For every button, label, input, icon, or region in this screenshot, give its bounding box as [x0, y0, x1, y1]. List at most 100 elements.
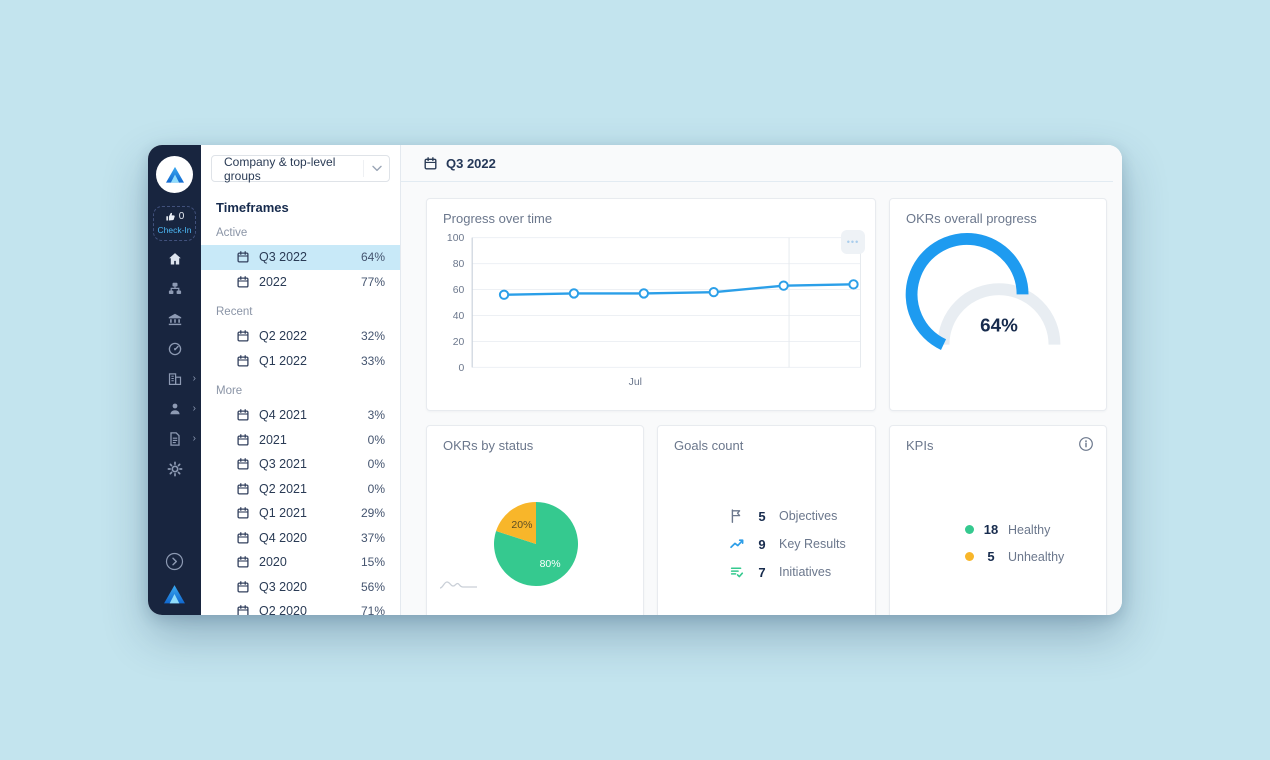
nav-item-documents[interactable]: › [148, 431, 201, 447]
check-in-label: Check-In [157, 225, 192, 235]
svg-text:0: 0 [458, 363, 464, 374]
check-in-button[interactable]: 0 Check-In [153, 206, 196, 241]
chevron-right-icon: › [192, 403, 196, 414]
goals-count-rows: 5 Objectives 9 Key Results [729, 508, 846, 580]
timeframes-title: Timeframes [216, 200, 289, 215]
initiatives-label: Initiatives [779, 565, 832, 579]
svg-text:64%: 64% [980, 315, 1018, 336]
timeframe-item-q3-2020[interactable]: Q3 2020 56% [201, 575, 400, 600]
timeframe-progress: 0% [367, 432, 385, 447]
scope-selector-dropdown[interactable]: Company & top-level groups [211, 155, 390, 183]
card-title: KPIs [906, 438, 934, 453]
timeframe-item-q1-2021[interactable]: Q1 2021 29% [201, 501, 400, 526]
calendar-icon [237, 556, 249, 568]
svg-text:80: 80 [453, 259, 465, 270]
objectives-count: 5 [758, 508, 766, 524]
nav-bottom [163, 552, 186, 605]
calendar-icon [237, 580, 249, 593]
timeframe-progress: 15% [360, 555, 385, 570]
timeframe-label: Q1 2021 [259, 506, 307, 521]
svg-text:80%: 80% [540, 558, 561, 570]
initiative-list-icon [730, 567, 744, 578]
timeframe-label: Q2 2020 [259, 604, 307, 615]
nav-item-users[interactable]: › [148, 401, 201, 417]
kpi-row-healthy: 18 Healthy [965, 522, 1064, 537]
app-logo-icon [164, 585, 185, 604]
info-icon [1079, 437, 1093, 451]
card-title: OKRs overall progress [906, 211, 1037, 226]
card-title: Progress over time [443, 211, 553, 226]
timeframe-label: 2021 [259, 432, 287, 447]
calendar-icon [237, 251, 249, 263]
chart-menu-button[interactable]: ••• [841, 230, 865, 254]
timeframe-item-q1-2022[interactable]: Q1 2022 33% [201, 349, 400, 374]
timeframe-progress: 77% [360, 274, 385, 289]
healthy-count: 18 [983, 522, 999, 537]
svg-text:20: 20 [453, 337, 465, 348]
svg-text:40: 40 [453, 311, 465, 322]
timeframe-item-2021[interactable]: 2021 0% [201, 428, 400, 453]
timeframe-progress: 33% [360, 353, 385, 368]
card-okrs-overall-progress: OKRs overall progress 64% [889, 198, 1107, 411]
calendar-icon [237, 531, 249, 544]
chevron-right-circle-icon [165, 552, 184, 571]
nav-item-dashboard[interactable] [148, 341, 201, 357]
company-icon [168, 373, 181, 386]
timeframe-label: Q3 2020 [259, 579, 307, 594]
timeframe-item-2020[interactable]: 2020 15% [201, 550, 400, 575]
dashboard-grid: Progress over time 0 20 40 60 80 100 Jul ••• O… [401, 182, 1122, 615]
timeframe-label: Q1 2022 [259, 353, 307, 368]
nav-item-home[interactable] [148, 251, 201, 267]
flag-icon [731, 509, 741, 523]
key-results-label: Key Results [779, 537, 846, 551]
app-logo [156, 156, 193, 193]
nav-rail: 0 Check-In [148, 145, 201, 615]
calendar-icon [237, 275, 249, 288]
timeframe-progress: 0% [367, 457, 385, 472]
timeframe-label: Q4 2021 [259, 408, 307, 423]
main-header: Q3 2022 [401, 145, 1113, 182]
timeframe-section-label: More [216, 385, 243, 397]
timeframe-section-label: Recent [216, 306, 253, 318]
timeframe-item-q3-2022[interactable]: Q3 2022 64% [201, 245, 400, 270]
nav-item-org-chart[interactable] [148, 281, 201, 297]
unhealthy-label: Unhealthy [1008, 549, 1065, 564]
document-icon [169, 432, 180, 446]
timeframe-item-q2-2022[interactable]: Q2 2022 32% [201, 324, 400, 349]
calendar-icon [237, 330, 249, 342]
nav-item-settings[interactable] [148, 461, 201, 477]
home-icon [168, 253, 181, 265]
svg-text:Jul: Jul [629, 377, 642, 388]
goals-row-initiatives: 7 Initiatives [729, 564, 846, 580]
timeframe-item-q2-2021[interactable]: Q2 2021 0% [201, 477, 400, 502]
goals-row-key-results: 9 Key Results [729, 536, 846, 552]
goals-row-objectives: 5 Objectives [729, 508, 846, 524]
timeframe-item-q3-2021[interactable]: Q3 2021 0% [201, 452, 400, 477]
nav-item-teams[interactable]: › [148, 371, 201, 387]
timeframe-item-q4-2020[interactable]: Q4 2020 37% [201, 526, 400, 551]
timeframes-list: Active Q3 2022 64% 2022 77% Recent Q2 2022 3… [201, 215, 400, 615]
page-title: Q3 2022 [446, 155, 496, 171]
app-window: 0 Check-In [148, 145, 1122, 615]
unhealthy-count: 5 [987, 549, 995, 564]
status-pie-chart: 80% 20% [494, 502, 578, 586]
card-title: Goals count [674, 438, 744, 453]
timeframe-item-q2-2020[interactable]: Q2 2020 71% [201, 599, 400, 615]
calendar-icon [237, 409, 249, 421]
unhealthy-status-dot [965, 552, 974, 561]
timeframe-item-q4-2021[interactable]: Q4 2021 3% [201, 403, 400, 428]
nav-item-organization[interactable] [148, 311, 201, 327]
user-icon [169, 403, 180, 415]
collapse-nav-button[interactable] [165, 552, 184, 571]
bank-icon [168, 313, 181, 326]
kpis-info-button[interactable] [1078, 436, 1094, 452]
chevron-down-icon [363, 160, 389, 177]
org-chart-icon [168, 282, 181, 294]
gear-icon [167, 461, 182, 477]
calendar-icon [237, 354, 249, 367]
progress-line-chart: 0 20 40 60 80 100 Jul [447, 233, 862, 388]
timeframe-label: Q4 2020 [259, 530, 307, 545]
timeframe-item-2022[interactable]: 2022 77% [201, 270, 400, 295]
svg-text:100: 100 [447, 233, 465, 244]
app-logo-icon [165, 166, 184, 183]
